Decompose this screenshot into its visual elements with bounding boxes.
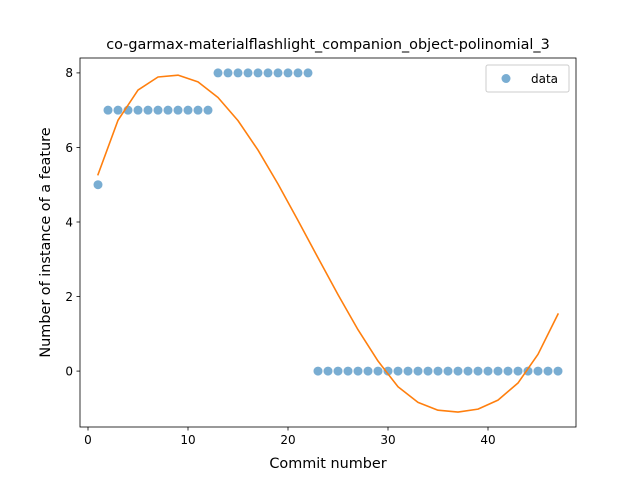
- data-point: [93, 180, 103, 190]
- data-point: [523, 366, 533, 376]
- data-point: [463, 366, 473, 376]
- data-point: [383, 366, 393, 376]
- data-point: [233, 68, 243, 78]
- data-point: [293, 68, 303, 78]
- legend: data: [485, 64, 570, 93]
- data-point: [393, 366, 403, 376]
- y-tick-label: 8: [65, 66, 73, 80]
- x-tick-label: 10: [180, 433, 195, 447]
- y-tick-label: 2: [65, 290, 73, 304]
- data-point: [113, 105, 123, 115]
- data-point: [263, 68, 273, 78]
- data-point: [373, 366, 383, 376]
- data-point: [303, 68, 313, 78]
- data-point: [413, 366, 423, 376]
- data-point: [543, 366, 553, 376]
- axis-ticks: 0 10 20 30 40 0 2 4 6 8: [65, 66, 495, 447]
- data-point: [203, 105, 213, 115]
- data-point: [253, 68, 263, 78]
- data-point: [453, 366, 463, 376]
- data-point: [193, 105, 203, 115]
- x-tick-label: 30: [380, 433, 395, 447]
- data-point: [353, 366, 363, 376]
- fit-line: [96, 74, 560, 413]
- data-point: [513, 366, 523, 376]
- data-point: [343, 366, 353, 376]
- data-point: [533, 366, 543, 376]
- data-point: [493, 366, 503, 376]
- data-point: [173, 105, 183, 115]
- chart-title: co-garmax-materialflashlight_companion_o…: [106, 37, 550, 53]
- y-tick-label: 6: [65, 141, 73, 155]
- data-point: [443, 366, 453, 376]
- data-point: [363, 366, 373, 376]
- data-point: [133, 105, 143, 115]
- data-point: [473, 366, 483, 376]
- data-point: [103, 105, 113, 115]
- data-point: [153, 105, 163, 115]
- data-point: [243, 68, 253, 78]
- data-point: [433, 366, 443, 376]
- data-point: [213, 68, 223, 78]
- x-tick-label: 0: [84, 433, 92, 447]
- y-axis-label: Number of instance of a feature: [38, 127, 54, 357]
- y-tick-label: 0: [65, 364, 73, 378]
- data-point: [163, 105, 173, 115]
- legend-box: [485, 64, 570, 93]
- plot-area: [93, 68, 563, 413]
- x-tick-label: 20: [280, 433, 295, 447]
- data-point: [503, 366, 513, 376]
- y-tick-label: 4: [65, 215, 73, 229]
- data-point: [273, 68, 283, 78]
- data-point: [333, 366, 343, 376]
- legend-label-data: data: [531, 72, 558, 86]
- legend-marker-data: [501, 74, 511, 83]
- data-point: [223, 68, 233, 78]
- x-tick-label: 40: [480, 433, 495, 447]
- data-point: [313, 366, 323, 376]
- data-point: [553, 366, 563, 376]
- axes-frame: [79, 57, 577, 428]
- data-point: [483, 366, 493, 376]
- x-axis-label: Commit number: [269, 456, 386, 472]
- data-point: [143, 105, 153, 115]
- data-point: [403, 366, 413, 376]
- data-point: [183, 105, 193, 115]
- data-point: [423, 366, 433, 376]
- data-point: [283, 68, 293, 78]
- data-point: [323, 366, 333, 376]
